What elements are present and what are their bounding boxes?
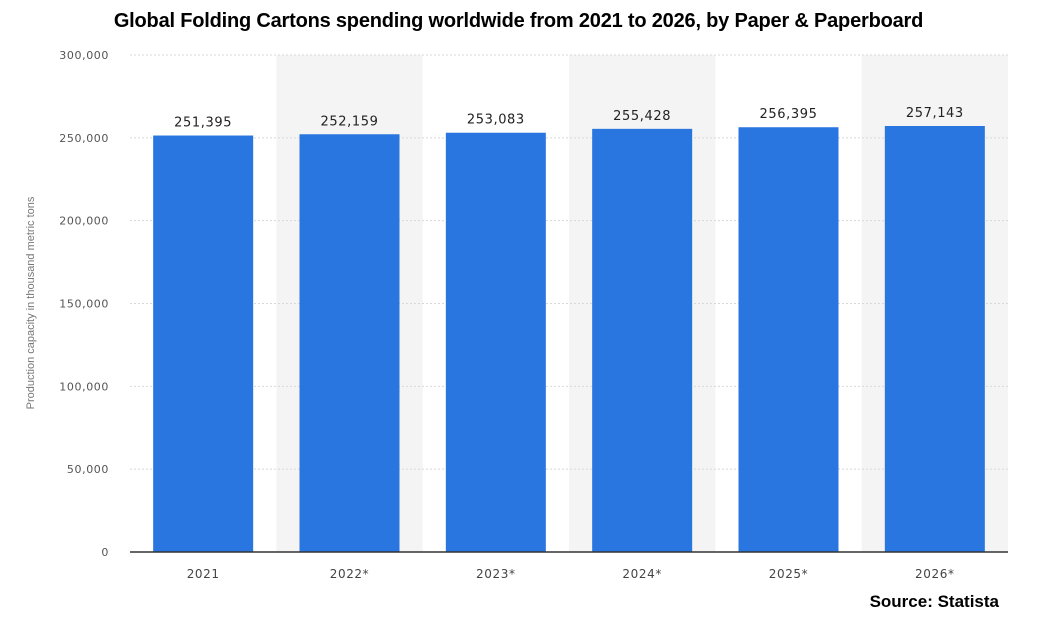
- y-tick-label: 50,000: [67, 463, 109, 476]
- data-label: 257,143: [906, 106, 964, 121]
- x-tick-label: 2023*: [476, 567, 516, 581]
- data-label: 252,159: [321, 114, 379, 129]
- bar: [299, 134, 400, 552]
- x-tick-labels: 2021 2022* 2023* 2024* 2025* 2026*: [187, 567, 955, 581]
- x-tick-label: 2022*: [330, 567, 370, 581]
- y-tick-label: 100,000: [59, 380, 109, 393]
- source-note: Source: Statista: [869, 592, 999, 611]
- data-label: 251,395: [174, 116, 232, 131]
- data-labels: 251,395 252,159 253,083 255,428 256,395 257,1…: [174, 106, 964, 131]
- y-tick-label: 150,000: [59, 298, 109, 311]
- bar: [445, 132, 546, 552]
- chart-title: Global Folding Cartons spending worldwid…: [113, 10, 924, 32]
- y-tick-labels: 0 50,000 100,000 150,000 200,000 250,000 300,0…: [59, 49, 109, 559]
- y-tick-label: 250,000: [59, 132, 109, 145]
- bar: [884, 125, 985, 553]
- y-tick-label: 0: [101, 546, 109, 559]
- x-tick-label: 2026*: [915, 567, 955, 581]
- bar: [592, 128, 693, 552]
- bar: [153, 135, 254, 552]
- y-axis-title: Production capacity in thousand metric t…: [25, 196, 37, 409]
- data-label: 256,395: [760, 107, 818, 122]
- y-tick-label: 300,000: [59, 49, 109, 62]
- data-label: 255,428: [613, 109, 671, 124]
- x-tick-label: 2025*: [769, 567, 809, 581]
- x-tick-label: 2021: [187, 567, 220, 581]
- bar: [738, 127, 839, 552]
- y-tick-label: 200,000: [59, 215, 109, 228]
- data-label: 253,083: [467, 113, 525, 128]
- x-tick-label: 2024*: [622, 567, 662, 581]
- bars: [153, 125, 985, 553]
